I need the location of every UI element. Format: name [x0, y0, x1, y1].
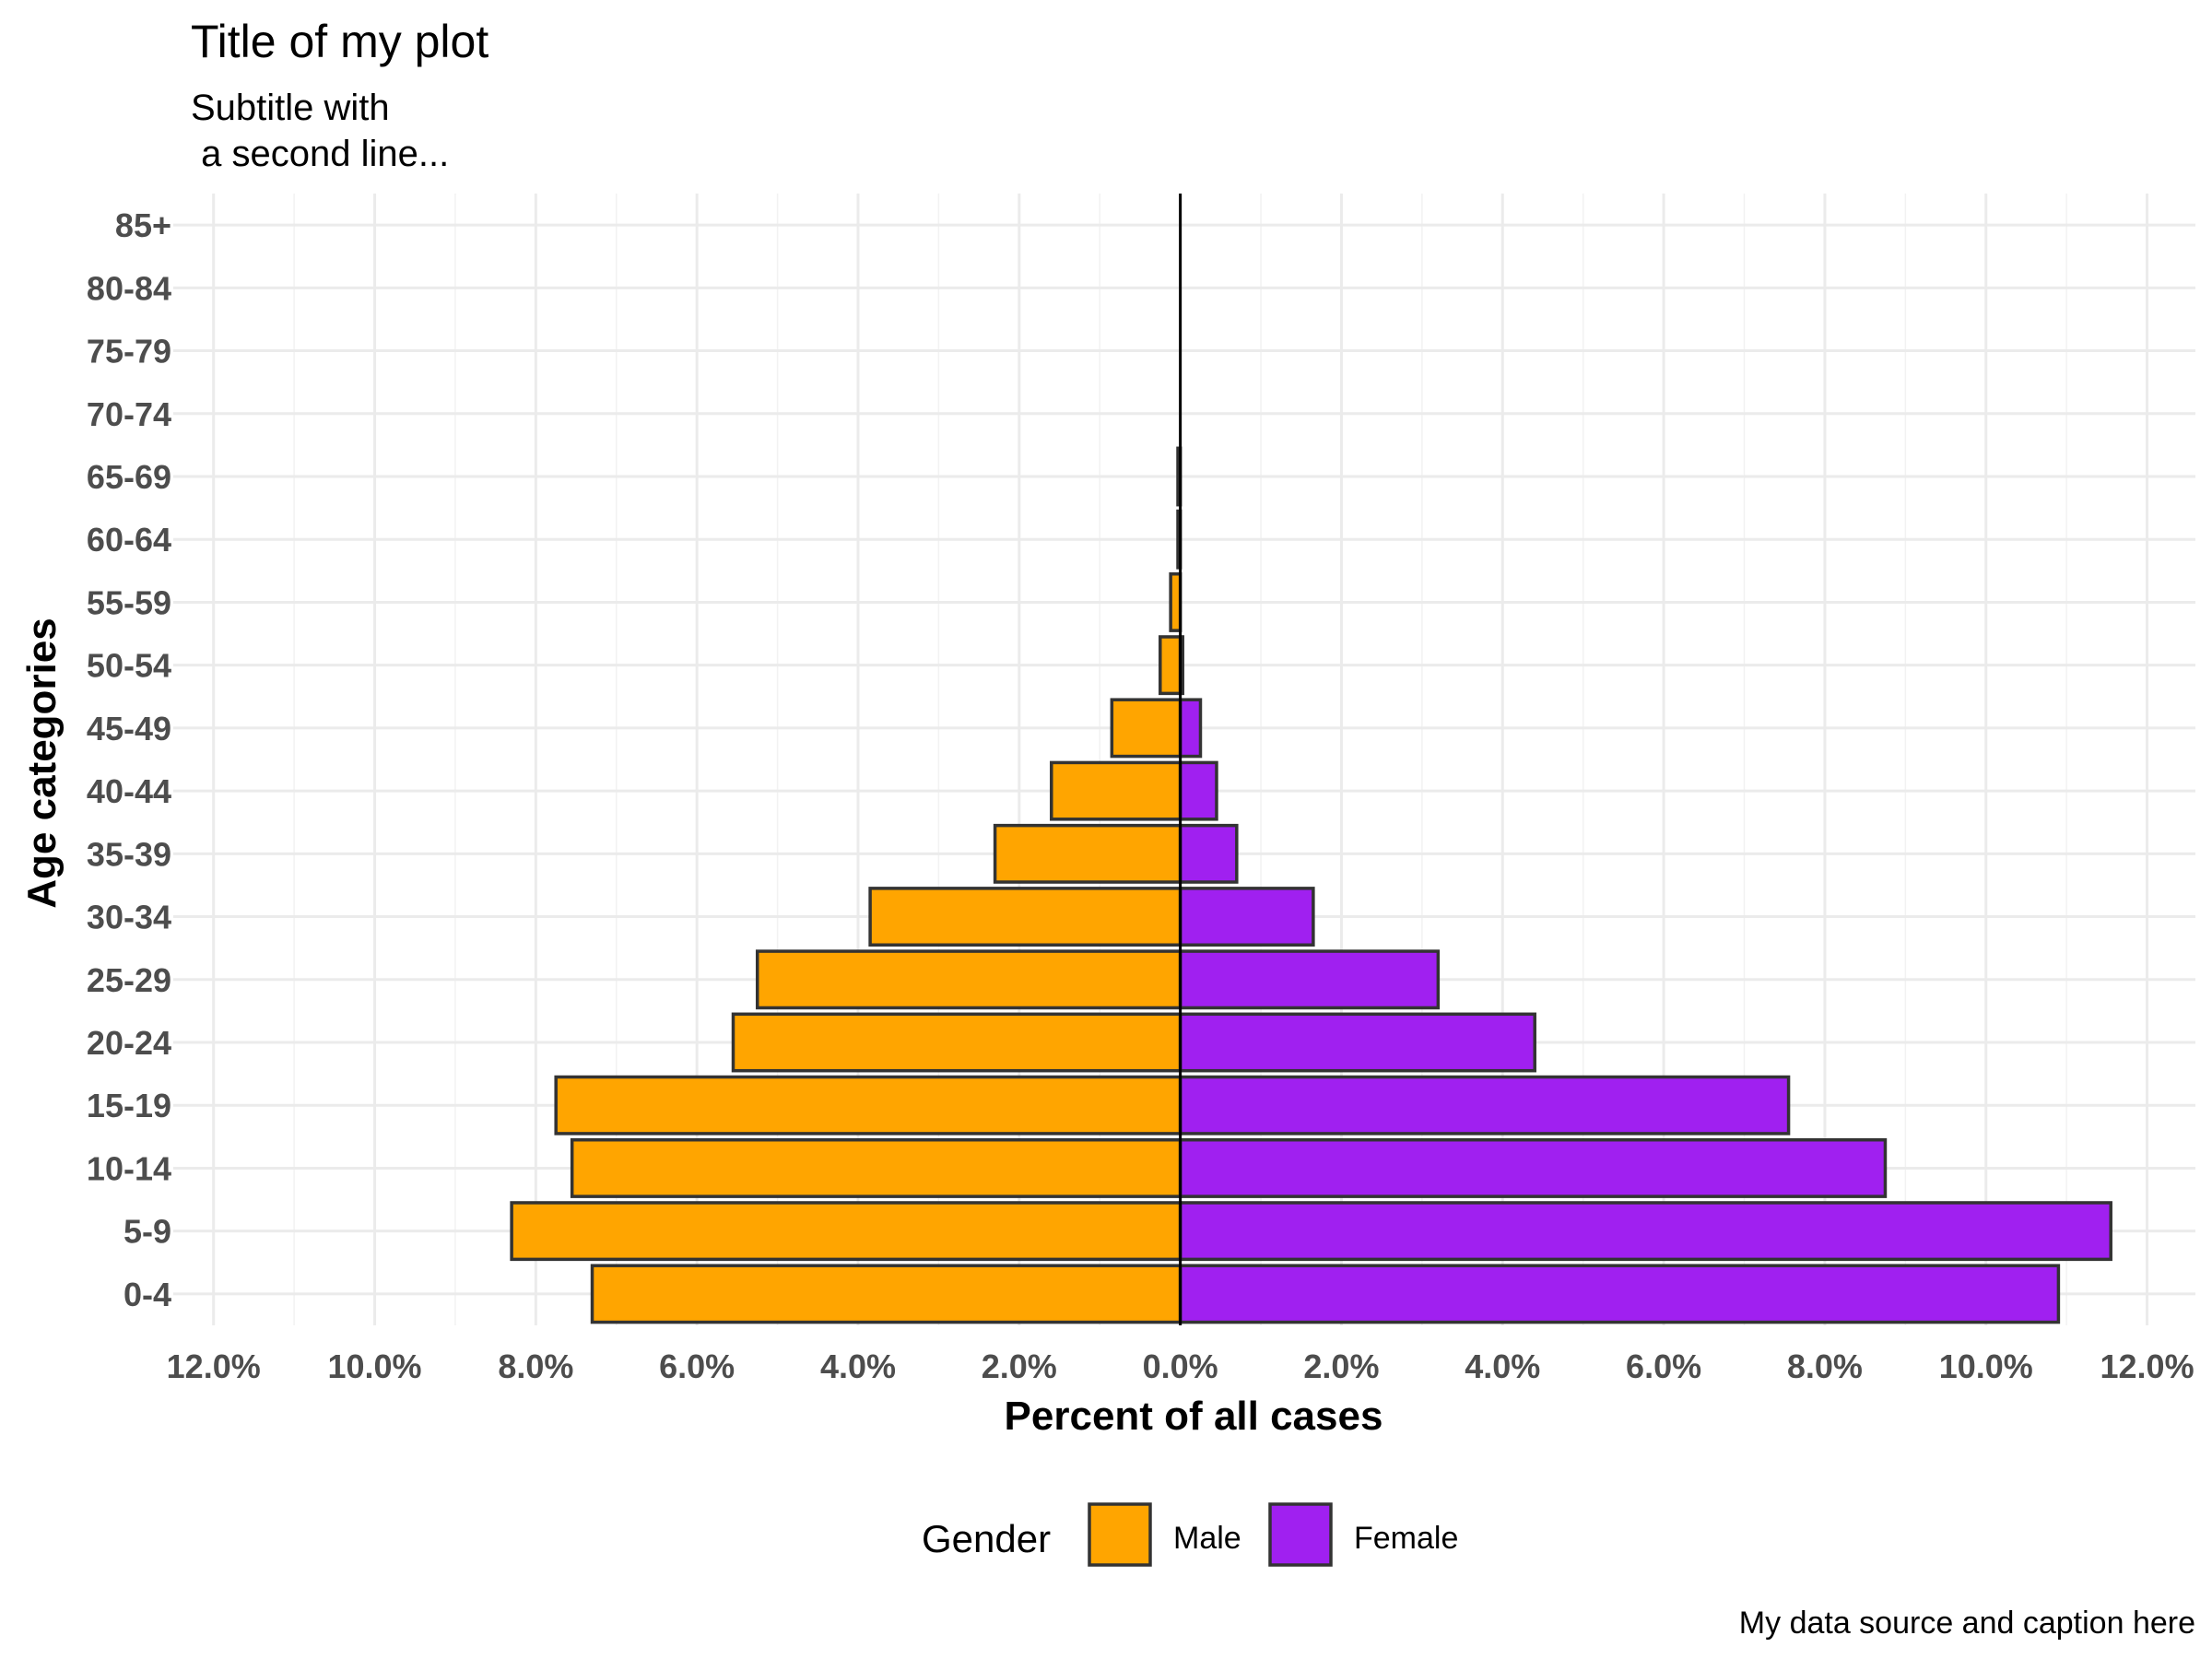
bar-male-10-14 — [570, 1137, 1182, 1198]
y-tick-label: 50-54 — [87, 647, 171, 685]
x-tick-label: 4.0% — [820, 1347, 896, 1385]
y-tick-label: 80-84 — [87, 269, 171, 307]
x-tick-label: 10.0% — [327, 1347, 421, 1385]
x-tick-label: 12.0% — [2100, 1347, 2194, 1385]
x-tick-label: 12.0% — [167, 1347, 261, 1385]
y-tick-label: 65-69 — [87, 458, 171, 496]
y-tick-label: 75-79 — [87, 333, 171, 371]
legend-key-female — [1268, 1502, 1333, 1567]
y-tick-label: 85+ — [115, 206, 171, 244]
chart-subtitle-line-1: Subtitle with — [191, 88, 390, 128]
x-tick-label: 8.0% — [1787, 1347, 1863, 1385]
bar-male-50-54 — [1159, 635, 1182, 696]
y-tick-label: 0-4 — [124, 1276, 171, 1313]
bar-female-15-19 — [1178, 1075, 1791, 1135]
bar-female-10-14 — [1178, 1137, 1888, 1198]
y-tick-label: 35-39 — [87, 835, 171, 873]
chart-subtitle-line-2: a second line... — [191, 134, 449, 174]
y-tick-label: 25-29 — [87, 961, 171, 999]
bar-male-45-49 — [1110, 698, 1182, 759]
y-tick-label: 60-64 — [87, 521, 171, 559]
bar-female-20-24 — [1178, 1012, 1536, 1073]
bar-male-25-29 — [755, 949, 1182, 1010]
bar-male-20-24 — [731, 1012, 1182, 1073]
x-tick-label: 0.0% — [1143, 1347, 1218, 1385]
legend: Gender Male Female — [922, 1502, 1458, 1567]
chart-caption: My data source and caption here — [1739, 1606, 2195, 1641]
y-tick-label: 5-9 — [124, 1213, 171, 1251]
bar-female-0-4 — [1178, 1264, 2061, 1324]
bar-female-30-34 — [1178, 887, 1315, 947]
bar-female-35-39 — [1178, 823, 1239, 884]
bar-female-5-9 — [1178, 1201, 2112, 1262]
x-axis-title: Percent of all cases — [1005, 1394, 1383, 1439]
bar-female-40-44 — [1178, 760, 1218, 821]
x-tick-label: 2.0% — [1303, 1347, 1379, 1385]
bar-male-55-59 — [1169, 571, 1182, 632]
y-axis-title: Age categories — [19, 618, 65, 908]
y-tick-label: 10-14 — [87, 1149, 171, 1187]
legend-label-female: Female — [1354, 1521, 1458, 1556]
x-tick-label: 2.0% — [982, 1347, 1057, 1385]
y-tick-label: 45-49 — [87, 710, 171, 747]
x-tick-label: 8.0% — [498, 1347, 573, 1385]
legend-key-male — [1088, 1502, 1152, 1567]
x-tick-label: 6.0% — [659, 1347, 735, 1385]
x-tick-label: 6.0% — [1626, 1347, 1701, 1385]
y-tick-label: 15-19 — [87, 1087, 171, 1124]
x-axis-tick-labels: 12.0% 10.0% 8.0% 6.0% 4.0% 2.0% 0.0% 2.0% 4.0% 6.… — [167, 1347, 2194, 1385]
bar-male-30-34 — [868, 887, 1182, 947]
bar-male-5-9 — [510, 1201, 1182, 1262]
bar-male-40-44 — [1050, 760, 1182, 821]
x-tick-label: 4.0% — [1465, 1347, 1540, 1385]
chart-title: Title of my plot — [191, 16, 488, 67]
y-tick-label: 40-44 — [87, 772, 171, 810]
bar-male-15-19 — [554, 1075, 1182, 1135]
y-tick-label: 30-34 — [87, 899, 171, 936]
y-tick-label: 20-24 — [87, 1024, 171, 1062]
bar-male-35-39 — [993, 823, 1182, 884]
bar-female-45-49 — [1178, 698, 1203, 759]
bars — [510, 446, 2112, 1324]
y-axis-tick-labels: 0-4 5-9 10-14 15-19 20-24 25-29 30-34 35-39 40-4… — [87, 206, 171, 1313]
y-tick-label: 70-74 — [87, 395, 171, 433]
y-tick-label: 55-59 — [87, 583, 171, 621]
x-tick-label: 10.0% — [1939, 1347, 2033, 1385]
bar-male-0-4 — [590, 1264, 1182, 1324]
legend-label-male: Male — [1173, 1521, 1241, 1556]
bar-female-25-29 — [1178, 949, 1441, 1010]
legend-title: Gender — [922, 1517, 1051, 1560]
